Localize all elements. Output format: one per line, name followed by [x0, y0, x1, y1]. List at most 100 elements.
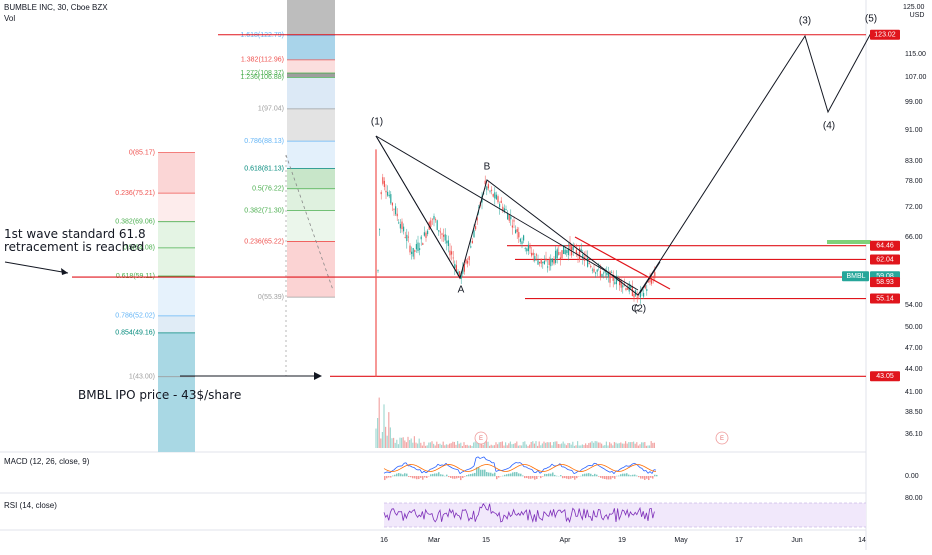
macd-line-seg [632, 463, 634, 464]
volume-bar [427, 445, 428, 448]
signal-line-seg [584, 470, 586, 471]
candle-body [505, 209, 506, 210]
macd-histogram-bar [576, 476, 578, 478]
wave-label: (3) [799, 16, 811, 27]
candle-body [627, 288, 628, 289]
signal-line-seg [398, 469, 400, 470]
volume-bar [390, 427, 391, 448]
volume-bar [537, 446, 538, 448]
volume-bar [467, 445, 468, 448]
macd-line-seg [462, 471, 464, 472]
volume-bar [502, 441, 503, 448]
volume-bar [377, 418, 378, 448]
macd-line-seg [612, 471, 614, 473]
candle-body [432, 219, 433, 220]
macd-histogram-bar [484, 470, 486, 477]
volume-bar [566, 445, 567, 448]
macd-histogram-bar [532, 476, 534, 478]
candle-body [403, 227, 404, 232]
candle-body [489, 191, 490, 192]
target-box [827, 240, 871, 244]
signal-line-seg [440, 467, 442, 468]
volume-bar [459, 444, 460, 448]
signal-line-seg [642, 465, 644, 466]
volume-bar [590, 442, 591, 448]
volume-bar [582, 444, 583, 448]
volume-bar [545, 443, 546, 448]
volume-bar [604, 445, 605, 448]
candle-body [409, 246, 410, 253]
macd-line-seg [536, 470, 538, 472]
volume-bar [524, 441, 525, 448]
macd-line-seg [450, 467, 452, 468]
candle-body [390, 194, 391, 203]
fib-left-label: 0.786(52.02) [115, 313, 155, 320]
fib-left-label: 0(85.17) [129, 149, 155, 156]
volume-bar [419, 439, 420, 448]
macd-line-seg [548, 467, 550, 468]
macd-line-seg [426, 471, 428, 472]
candle-body [486, 187, 487, 191]
macd-histogram-bar [416, 476, 418, 479]
macd-line-seg [654, 470, 656, 471]
volume-bar [483, 445, 484, 448]
signal-line-seg [478, 466, 480, 467]
macd-histogram-bar [550, 474, 552, 477]
volume-group [375, 398, 655, 448]
volume-bar [636, 442, 637, 448]
signal-line-seg [432, 471, 434, 472]
volume-bar [611, 444, 612, 448]
macd-histogram-bar [566, 476, 568, 479]
volume-bar [476, 443, 477, 448]
volume-bar [617, 444, 618, 448]
candle-body [430, 220, 431, 226]
signal-line-seg [592, 466, 594, 467]
volume-bar [548, 442, 549, 448]
signal-line-seg [646, 467, 648, 468]
signal-line-seg [530, 466, 532, 467]
macd-histogram-bar [418, 476, 420, 479]
macd-histogram-bar [398, 473, 400, 476]
price-tag-text: 43.05 [876, 373, 894, 380]
volume-bar [379, 398, 380, 448]
macd-histogram-bar [454, 476, 456, 479]
macd-histogram-bar [456, 476, 458, 478]
signal-line-seg [558, 465, 560, 466]
volume-bar [411, 439, 412, 448]
fib-right-label: 0.236(65.22) [244, 238, 284, 245]
volume-bar [518, 446, 519, 448]
candle-body [377, 270, 378, 271]
macd-histogram-bar [440, 474, 442, 476]
candle-body [406, 235, 407, 241]
volume-bar [489, 446, 490, 448]
price-axis-tick: 54.00 [905, 302, 923, 309]
price-axis-tick: 66.00 [905, 234, 923, 241]
macd-histogram-bar [546, 474, 548, 476]
macd-histogram-bar [554, 475, 556, 476]
fib-right-zone-0 [287, 35, 335, 60]
volume-bar [558, 444, 559, 448]
macd-histogram-bar [452, 476, 454, 479]
volume-bar [556, 441, 557, 448]
macd-histogram-bar [540, 476, 542, 478]
macd-histogram-bar [464, 476, 466, 477]
macd-line-seg [610, 471, 612, 472]
fib-right-zone-5 [287, 141, 335, 168]
macd-histogram-bar [654, 475, 656, 477]
volume-bar [451, 443, 452, 448]
volume-bar [553, 442, 554, 448]
signal-line-seg [548, 469, 550, 470]
volume-bar [631, 442, 632, 448]
candle-body [606, 273, 607, 275]
macd-line-seg [652, 470, 654, 474]
signal-line-seg [424, 470, 426, 471]
price-axis-tick: 83.00 [905, 158, 923, 165]
macd-histogram-bar [470, 474, 472, 476]
macd-line-seg [584, 467, 586, 468]
volume-bar [470, 445, 471, 448]
volume-bar [559, 444, 560, 448]
candle-body [633, 294, 634, 297]
candle-body [424, 232, 425, 235]
